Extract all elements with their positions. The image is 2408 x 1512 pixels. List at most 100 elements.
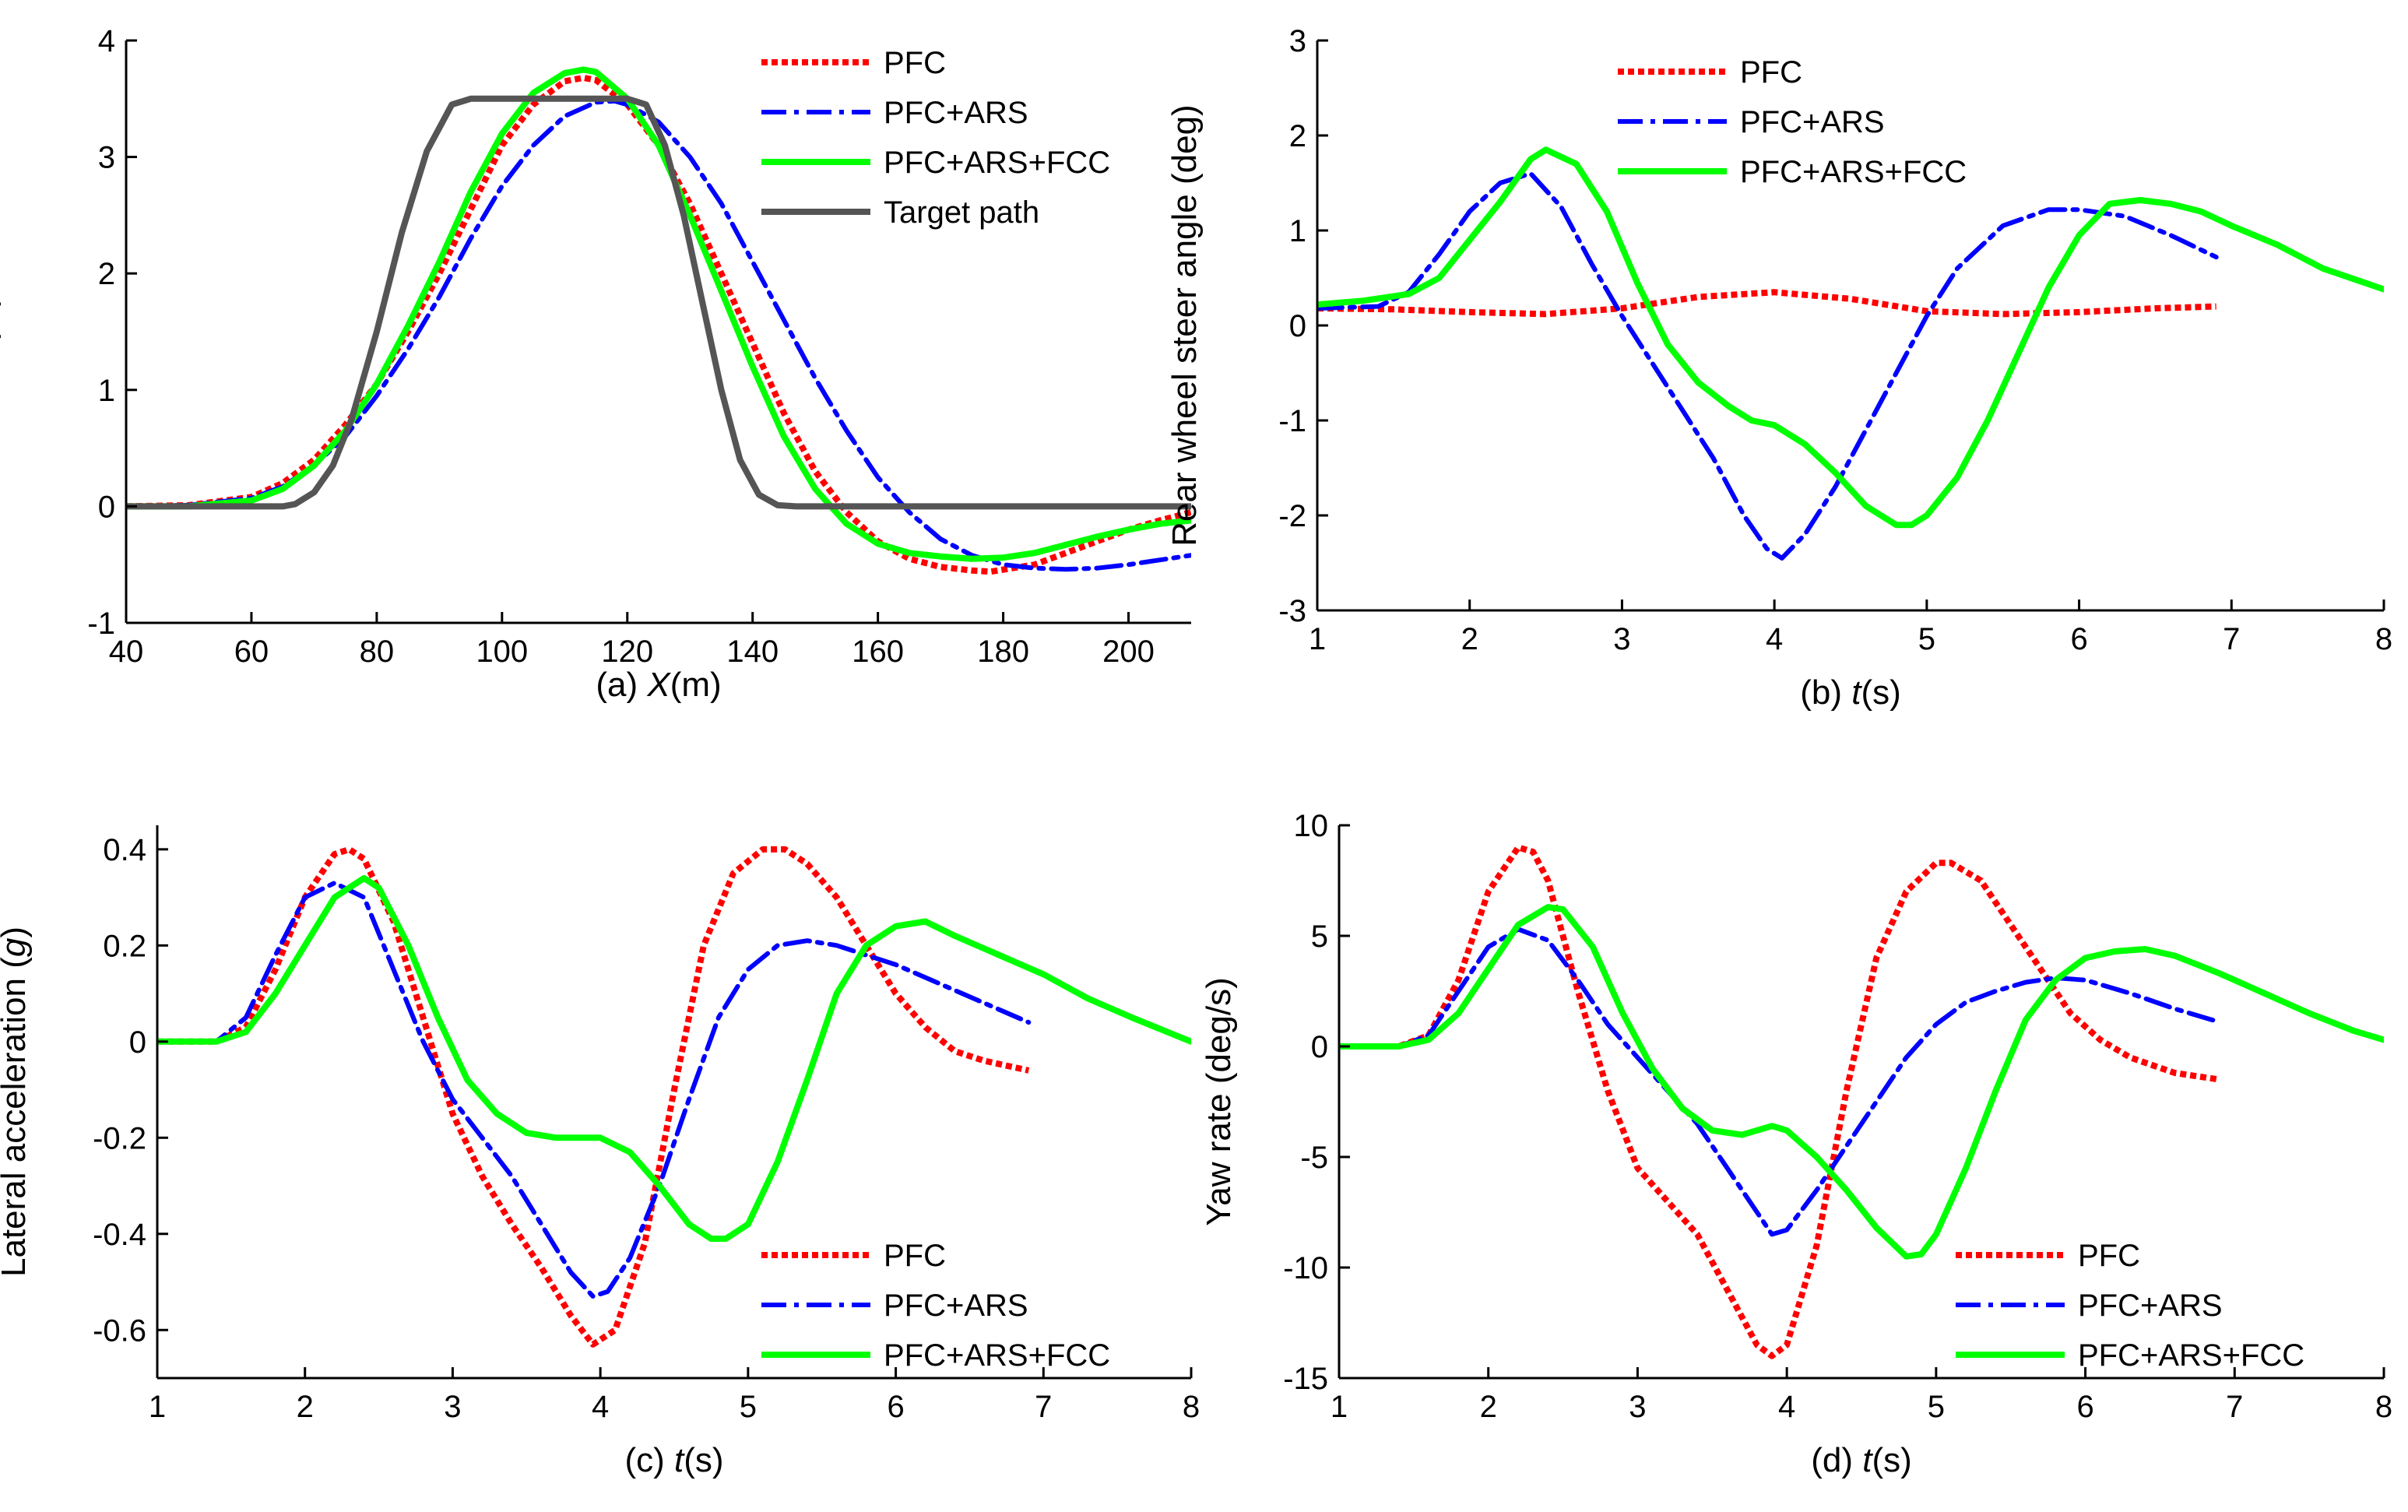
y-tick-label: 4: [98, 24, 115, 58]
series-line-pfc-ars: [157, 881, 1032, 1299]
legend-label: PFC+ARS+FCC: [884, 1338, 1110, 1373]
x-tick-label: 120: [601, 635, 653, 669]
y-tick-label: 0: [129, 1025, 146, 1060]
y-tick-label: 3: [98, 141, 115, 175]
chart-panel-d: 1 2 3 4 5 6 7 8 -15 -10 -5 0 5 10 (d) t(s) Yaw rate (de…: [1200, 809, 2392, 1479]
series-line-pfc-ars: [1339, 927, 2223, 1237]
x-tick-label: 60: [234, 635, 269, 669]
x-tick-label: 80: [360, 635, 395, 669]
y-tick-label: 5: [1311, 920, 1328, 954]
legend-label: PFC: [2078, 1239, 2140, 1273]
legend-label: PFC: [884, 46, 946, 80]
legend-label: PFC+ARS+FCC: [884, 146, 1110, 180]
chart-panel-a: 40 60 80 100 120 140 160 180 200 -1 0 1 2 3 4 (a) X(m) Y…: [0, 24, 1191, 704]
legend-label: PFC+ARS: [1740, 105, 1885, 139]
x-tick-label: 4: [1778, 1390, 1795, 1424]
y-tick-label: -1: [1278, 404, 1306, 438]
panel-label: (c): [624, 1441, 674, 1479]
x-tick-label: 6: [2076, 1390, 2093, 1424]
y-tick-label: 0: [1289, 309, 1306, 343]
series-line-pfc: [1339, 844, 2220, 1359]
x-axis-label: (d) t(s): [1811, 1441, 1912, 1479]
y-tick-label: -3: [1278, 594, 1306, 628]
legend-label: PFC+ARS: [884, 96, 1028, 130]
series-line-target-path: [126, 95, 1191, 510]
x-tick-label: 5: [740, 1390, 757, 1424]
legend-label: PFC+ARS: [884, 1289, 1028, 1323]
chart-panel-b: 1 2 3 4 5 6 7 8 -3 -2 -1 0 1 2 3 (b) t(s) Rear wheel ste…: [1165, 24, 2392, 712]
series-line-pfc-ars-fcc: [1317, 146, 2384, 529]
plot-area: [126, 66, 1191, 575]
x-tick-label: 2: [1480, 1390, 1497, 1424]
y-tick-label: -0.6: [93, 1313, 146, 1348]
x-tick-label: 4: [592, 1390, 609, 1424]
y-tick-label: 1: [98, 374, 115, 408]
x-tick-label: 5: [1918, 622, 1935, 656]
x-tick-label: 140: [726, 635, 779, 669]
chart-panel-c: 1 2 3 4 5 6 7 8 -0.6 -0.4 -0.2 0 0.2 0.4 (c) t(s) Later…: [0, 825, 1200, 1479]
y-tick-label: -2: [1278, 499, 1306, 533]
legend: PFC PFC+ARS PFC+ARS+FCC: [761, 1239, 1110, 1373]
x-axis-label: (c) t(s): [624, 1441, 723, 1479]
y-tick-label: -5: [1300, 1141, 1328, 1175]
y-tick-label: 0: [1311, 1030, 1328, 1064]
x-tick-label: 4: [1766, 622, 1783, 656]
axes: 40 60 80 100 120 140 160 180 200 -1 0 1 2 3 4: [87, 24, 1191, 669]
y-tick-label: -10: [1283, 1251, 1328, 1285]
x-tick-label: 7: [2226, 1390, 2243, 1424]
legend-label: Target path: [884, 195, 1039, 230]
x-tick-label: 200: [1102, 635, 1155, 669]
x-axis-label: (b) t(s): [1800, 673, 1901, 712]
x-tick-label: 5: [1928, 1390, 1945, 1424]
x-tick-label: 100: [476, 635, 528, 669]
panel-label: (d): [1811, 1441, 1862, 1479]
x-tick-label: 8: [1183, 1390, 1200, 1424]
series-line-pfc-ars-fcc: [157, 874, 1191, 1242]
y-tick-label: 2: [98, 257, 115, 291]
y-tick-label: 2: [1289, 119, 1306, 153]
series-line-pfc-ars: [1317, 171, 2219, 561]
y-tick-label: 3: [1289, 24, 1306, 58]
y-tick-label: -0.4: [93, 1218, 146, 1252]
x-tick-label: 40: [109, 635, 144, 669]
axes: 1 2 3 4 5 6 7 8 -3 -2 -1 0 1 2 3: [1278, 24, 2392, 656]
y-tick-label: 1: [1289, 214, 1306, 248]
x-tick-label: 8: [2375, 622, 2392, 656]
y-tick-label: 10: [1294, 809, 1329, 843]
legend-label: PFC+ARS+FCC: [1740, 155, 1967, 189]
x-tick-label: 3: [1613, 622, 1630, 656]
plot-area: [157, 846, 1191, 1348]
y-tick-label: 0.2: [103, 929, 146, 963]
x-tick-label: 2: [1461, 622, 1478, 656]
x-tick-label: 6: [887, 1390, 904, 1424]
x-tick-label: 1: [1309, 622, 1326, 656]
axes: 1 2 3 4 5 6 7 8 -0.6 -0.4 -0.2 0 0.2 0.4: [93, 825, 1200, 1424]
legend-label: PFC+ARS+FCC: [2078, 1338, 2304, 1373]
x-tick-label: 2: [297, 1390, 314, 1424]
y-axis-label: Rear wheel steer angle (deg): [1165, 104, 1204, 546]
panel-label: (a): [596, 666, 647, 704]
legend: PFC PFC+ARS PFC+ARS+FCC: [1956, 1239, 2304, 1373]
y-tick-label: -1: [87, 607, 115, 641]
x-tick-label: 7: [1035, 1390, 1052, 1424]
y-tick-label: -0.2: [93, 1121, 146, 1155]
plot-area: [1317, 146, 2384, 561]
axes: 1 2 3 4 5 6 7 8 -15 -10 -5 0 5 10: [1283, 809, 2392, 1424]
x-tick-label: 1: [1331, 1390, 1348, 1424]
y-axis-label: Lateral acceleration (g): [0, 927, 33, 1277]
x-tick-label: 3: [1629, 1390, 1646, 1424]
x-tick-label: 8: [2375, 1390, 2392, 1424]
legend-label: PFC: [884, 1239, 946, 1273]
legend: PFC PFC+ARS PFC+ARS+FCC Target path: [761, 46, 1110, 230]
series-line-pfc-ars: [126, 98, 1191, 572]
y-axis-label: Yaw rate (deg/s): [1200, 977, 1238, 1226]
panel-label: (b): [1800, 673, 1851, 712]
legend: PFC PFC+ARS PFC+ARS+FCC: [1618, 55, 1967, 189]
y-tick-label: 0.4: [103, 833, 146, 867]
y-axis-label: Y(m): [0, 294, 2, 368]
y-tick-label: -15: [1283, 1362, 1328, 1396]
series-line-pfc-ars-fcc: [1339, 904, 2384, 1260]
legend-label: PFC: [1740, 55, 1802, 90]
